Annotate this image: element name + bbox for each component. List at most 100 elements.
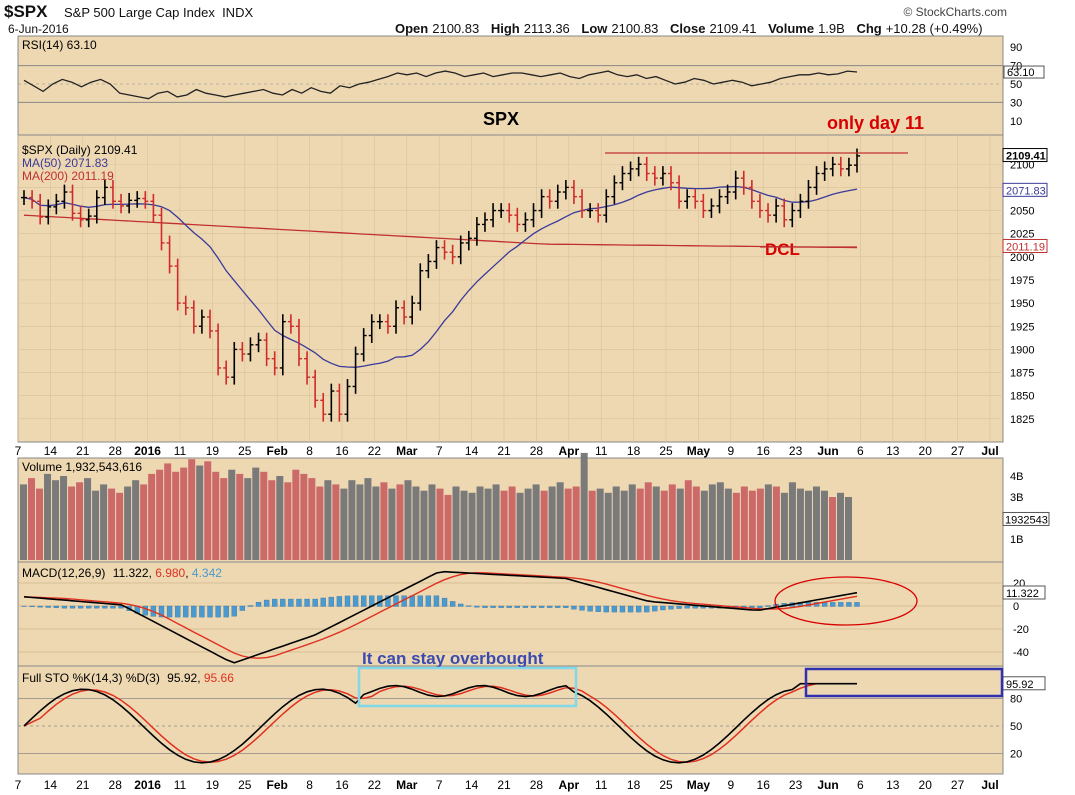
macd-histogram-bar	[417, 595, 423, 607]
x-tick-label-top: 23	[789, 444, 803, 458]
macd-tag: 11.322	[1006, 588, 1039, 600]
chg-value: +10.28 (+0.49%)	[885, 21, 983, 36]
volume-bar	[540, 490, 548, 560]
volume-bar	[420, 490, 428, 560]
x-tick-label-top: 16	[335, 444, 349, 458]
x-tick-label-top: 27	[951, 444, 965, 458]
volume-bar	[212, 471, 220, 560]
macd-histogram-bar	[441, 597, 448, 607]
macd-histogram-bar	[304, 598, 310, 607]
volume-bar	[260, 471, 268, 560]
volume-bar	[732, 492, 740, 560]
macd-histogram-bar	[676, 605, 682, 609]
macd-histogram-bar	[102, 605, 108, 609]
volume-bar	[660, 490, 668, 560]
macd-histogram-bar	[635, 605, 642, 613]
macd-legend-signal: 6.980	[155, 566, 185, 580]
volume-bar	[228, 469, 236, 560]
macd-histogram-bar	[425, 595, 432, 607]
macd-histogram-bar	[652, 605, 658, 612]
macd-legend: MACD(12,26,9) 11.322, 6.980, 4.342	[22, 566, 222, 580]
macd-histogram-bar	[846, 602, 852, 607]
rsi-tick-label: 70	[1010, 61, 1022, 73]
volume-bar	[724, 488, 732, 560]
sto-d-line	[23, 682, 857, 763]
volume-bar	[372, 486, 380, 560]
macd-line	[23, 570, 858, 664]
volume-bar	[748, 490, 756, 560]
price-tick-label: 1975	[1010, 275, 1034, 287]
volume-bar	[364, 478, 372, 560]
volume-bar	[580, 452, 588, 560]
brand-label: © StockCharts.com	[903, 5, 1007, 19]
price-tag-box	[1002, 148, 1048, 163]
macd-highlight-ellipse	[774, 576, 918, 626]
x-tick-label-top: 25	[238, 444, 252, 458]
macd-histogram-bar	[191, 605, 197, 618]
sto-legend-sep: ,	[197, 671, 204, 685]
volume-bar	[436, 488, 444, 560]
macd-histogram-bar	[69, 605, 76, 609]
volume-bar	[348, 480, 356, 560]
volume-bar	[644, 482, 652, 560]
macd-histogram-bar	[466, 605, 472, 607]
price-tick-label: 2100	[1010, 159, 1034, 171]
volume-bar	[292, 469, 300, 560]
macd-histogram-bar	[522, 605, 529, 608]
macd-signal-line	[23, 571, 858, 659]
volume-bar	[396, 484, 404, 560]
low-value: 2100.83	[611, 21, 659, 36]
volume-bar	[532, 484, 540, 560]
chg-label: Chg	[856, 21, 882, 36]
volume-bar	[692, 486, 700, 560]
macd-histogram-bar	[838, 602, 844, 607]
volume-bar	[612, 486, 620, 560]
volume-bar	[500, 490, 508, 560]
volume-bar	[812, 486, 820, 560]
x-tick-label-top: Apr	[558, 444, 579, 458]
macd-histogram-bar	[538, 605, 545, 608]
spx-annotation: SPX	[483, 109, 519, 129]
x-tick-label-bottom: 21	[497, 778, 511, 792]
x-tick-label-top: 6	[857, 444, 864, 458]
volume-tag-box	[1002, 511, 1050, 526]
volume-bar	[19, 484, 28, 560]
x-tick-label-top: 7	[436, 444, 443, 458]
axis-labels: 907050301063.102100207520502025200019751…	[15, 42, 1050, 792]
x-tick-label-bottom: 21	[76, 778, 90, 792]
volume-bar	[76, 482, 84, 560]
macd-histogram-bar	[45, 605, 51, 608]
volume-bar	[140, 484, 148, 560]
price-tick-label: 1900	[1010, 344, 1034, 356]
volume-bar	[556, 482, 564, 560]
volume-bar	[132, 480, 140, 560]
macd-histogram-bar	[94, 605, 100, 609]
macd-histogram-bar	[474, 605, 480, 608]
macd-histogram-bar	[757, 605, 763, 608]
volume-bar	[572, 486, 580, 560]
volume-bar	[68, 486, 76, 560]
volume-bar	[388, 488, 396, 560]
macd-histogram-bar	[611, 605, 618, 613]
volume-tick-label: 4B	[1010, 471, 1023, 483]
volume-bar	[44, 473, 52, 560]
sto-highlight-box	[804, 667, 1004, 698]
x-tick-label-bottom: 16	[757, 778, 771, 792]
macd-tick-label: 0	[1013, 601, 1019, 613]
macd-tag-box	[1002, 585, 1046, 600]
macd-histogram-bar	[579, 605, 585, 611]
volume-bar	[604, 492, 612, 560]
macd-histogram-bar	[587, 605, 593, 612]
ticker-symbol: $SPX	[4, 2, 48, 21]
overbought-annotation: It can stay overbought	[362, 649, 544, 668]
volume-bar	[92, 490, 100, 560]
price-legend-ma50: MA(50) 2071.83	[22, 156, 108, 170]
macd-histogram-bar	[619, 605, 626, 613]
rsi-legend: RSI(14) 63.10	[22, 38, 97, 52]
x-tick-label-top: 19	[206, 444, 220, 458]
macd-legend-hist: 4.342	[192, 566, 222, 580]
ma50-line	[23, 185, 858, 368]
rsi-panel	[17, 35, 1004, 136]
x-tick-label-top: 8	[306, 444, 313, 458]
macd-histogram-bar	[361, 595, 367, 607]
